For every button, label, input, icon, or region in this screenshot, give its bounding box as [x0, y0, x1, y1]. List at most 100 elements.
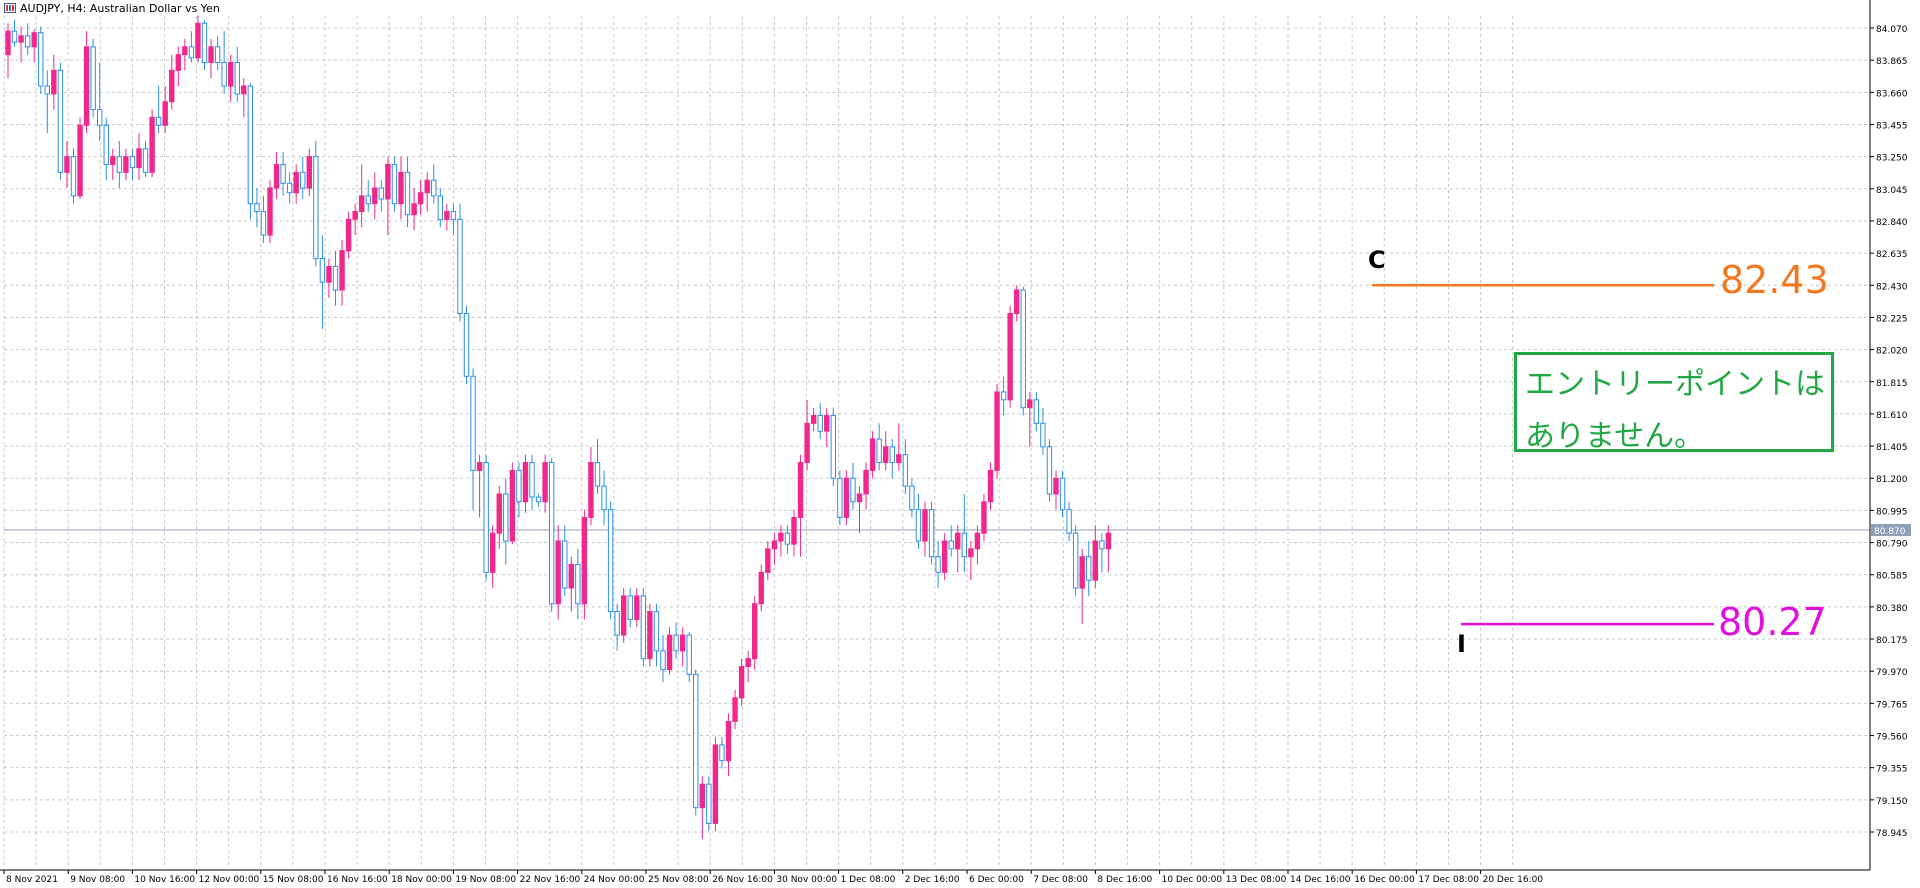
candle-bull: [804, 422, 810, 464]
price-tick-label: 82.635: [1876, 250, 1908, 260]
price-tick-label: 80.585: [1876, 572, 1908, 582]
candle-bear: [221, 62, 227, 87]
candle-bull: [987, 469, 994, 503]
candle-bear: [640, 595, 647, 660]
candle-bear: [70, 156, 77, 197]
candle-bull: [824, 414, 830, 432]
candle-bull: [385, 163, 391, 200]
candle-bull: [568, 564, 574, 589]
candle-bull: [810, 414, 817, 424]
candle-bull: [732, 697, 738, 722]
candle-bull: [339, 250, 345, 291]
candle-bull: [424, 179, 430, 194]
candle-bull: [208, 46, 214, 64]
time-tick-label: 19 Nov 08:00: [455, 875, 516, 884]
candle-bear: [1099, 540, 1105, 550]
candle-bear: [319, 258, 326, 283]
chart-window-icon: [4, 3, 16, 13]
candle-bull: [699, 783, 705, 809]
time-tick-label: 17 Dec 08:00: [1418, 875, 1479, 884]
candle-bear: [961, 532, 967, 558]
time-tick-label: 7 Dec 08:00: [1033, 875, 1088, 884]
candle-bull: [752, 603, 758, 660]
candle-bull: [666, 634, 673, 671]
price-tick-label: 81.610: [1876, 411, 1908, 421]
candle-bull: [182, 46, 188, 56]
candle-bear: [1059, 477, 1066, 511]
candle-bull: [18, 35, 24, 43]
candle-bear: [188, 46, 195, 59]
price-tick-label: 82.225: [1876, 314, 1908, 324]
candle-bull: [581, 516, 588, 605]
candle-bear: [909, 485, 915, 511]
candle-bear: [902, 454, 909, 487]
candle-bear: [516, 469, 522, 503]
candle-bear: [44, 85, 50, 95]
candle-bear: [142, 148, 149, 173]
candle-bear: [234, 62, 240, 95]
candle-bear: [313, 156, 319, 260]
candle-bull: [1014, 289, 1020, 315]
time-tick-label: 22 Nov 16:00: [520, 875, 581, 884]
candle-bear: [817, 414, 823, 432]
candle-bull: [863, 469, 869, 495]
candle-bull: [31, 32, 37, 48]
price-tick-label: 81.405: [1876, 443, 1908, 453]
candle-bull: [195, 22, 201, 59]
candle-bear: [948, 540, 954, 550]
candle-bull: [398, 171, 404, 205]
candle-bull: [228, 62, 234, 87]
candle-bear: [915, 509, 922, 542]
candle-bear: [483, 462, 489, 573]
candle-bear: [594, 462, 601, 487]
candle-bull: [778, 532, 784, 542]
candle-bear: [300, 171, 306, 189]
candle-bear: [470, 375, 476, 471]
candle-bull: [345, 218, 352, 252]
candle-bull: [765, 548, 771, 573]
candle-bear: [247, 85, 254, 205]
price-axis: 84.070 83.865 83.660 83.455 83.250 83.045 82.8…: [1870, 25, 1908, 839]
candle-bear: [450, 211, 457, 220]
candle-bull: [922, 509, 928, 542]
candle-bull: [51, 69, 57, 95]
candle-bear: [391, 163, 398, 205]
candle-bull: [896, 454, 902, 464]
candle-bull: [417, 192, 424, 205]
candle-bear: [850, 477, 856, 503]
current-price-label: 80.870: [1874, 527, 1906, 537]
candle-bull: [136, 148, 142, 169]
candle-bull: [647, 611, 653, 660]
time-tick-label: 13 Dec 08:00: [1226, 875, 1287, 884]
candle-bull: [83, 46, 90, 126]
entry-note-box: エントリーポイントは ありません。: [1514, 352, 1834, 454]
candle-bear: [97, 109, 103, 126]
candle-bear: [11, 30, 18, 43]
upper-level-price-label: 82.43: [1720, 258, 1829, 302]
candle-bull: [621, 595, 627, 636]
candle-bear: [1066, 509, 1072, 534]
candle-bear: [254, 203, 260, 213]
time-tick-label: 24 Nov 00:00: [584, 875, 645, 884]
price-tick-label: 80.380: [1876, 604, 1908, 614]
candle-bull: [509, 469, 516, 542]
candle-bull: [110, 156, 116, 165]
candle-bull: [738, 665, 745, 699]
time-tick-label: 25 Nov 08:00: [648, 875, 709, 884]
candle-bear: [548, 462, 555, 605]
current-price-tag: [1871, 524, 1911, 537]
candle-bear: [1046, 446, 1053, 495]
candle-bear: [660, 650, 666, 671]
candle-bull: [941, 540, 948, 573]
candle-bear: [431, 179, 437, 197]
price-tick-label: 79.765: [1876, 700, 1908, 710]
candle-bear: [90, 46, 96, 111]
candle-bear: [693, 673, 699, 809]
time-tick-label: 12 Nov 00:00: [199, 875, 260, 884]
candle-bull: [241, 85, 247, 95]
grid-layer: [3, 16, 1868, 866]
candle-bear: [1020, 289, 1026, 409]
candle-bear: [614, 611, 620, 636]
candle-bear: [1040, 422, 1046, 448]
